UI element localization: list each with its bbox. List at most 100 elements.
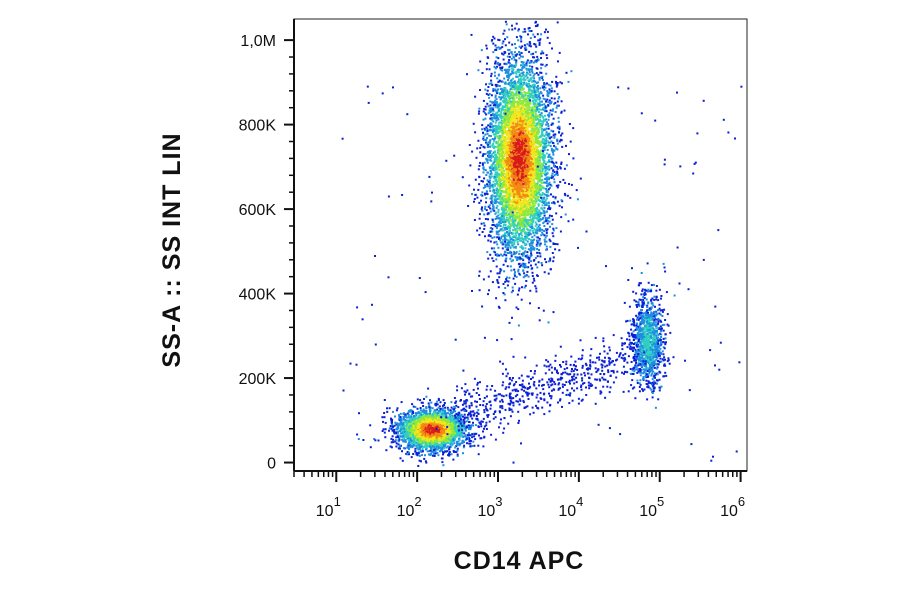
data-point <box>561 145 564 148</box>
data-point <box>433 438 435 441</box>
data-point <box>482 430 484 433</box>
data-point <box>394 423 397 426</box>
data-point <box>407 416 410 419</box>
data-point <box>472 440 475 443</box>
data-point <box>507 195 510 198</box>
data-point <box>487 275 490 278</box>
data-point <box>491 175 494 178</box>
data-point <box>408 441 410 444</box>
data-point <box>441 415 444 418</box>
data-point <box>550 215 553 218</box>
data-point <box>442 431 445 434</box>
data-point <box>464 408 467 411</box>
data-point <box>459 433 462 436</box>
data-point <box>463 413 466 416</box>
data-point <box>503 115 506 118</box>
data-point <box>514 211 517 214</box>
data-point <box>486 251 489 254</box>
data-point <box>521 247 524 250</box>
data-point <box>410 418 413 421</box>
data-point <box>546 228 549 231</box>
data-point <box>429 422 432 425</box>
data-point <box>532 248 534 251</box>
data-point <box>500 91 503 94</box>
data-point <box>491 131 494 134</box>
data-point <box>459 435 462 438</box>
data-point <box>434 443 437 446</box>
data-point <box>390 446 393 449</box>
data-point <box>460 413 463 416</box>
data-point <box>455 445 458 447</box>
data-point <box>531 230 534 232</box>
data-point <box>416 407 419 410</box>
data-point <box>436 435 439 438</box>
data-point <box>458 413 461 416</box>
data-point <box>499 68 502 71</box>
data-point <box>492 101 495 104</box>
data-point <box>397 435 400 437</box>
data-point <box>435 441 438 443</box>
data-point <box>486 56 489 59</box>
data-point <box>435 419 438 422</box>
data-point <box>539 242 542 245</box>
data-point <box>471 433 474 436</box>
data-point <box>466 442 468 445</box>
data-point <box>422 409 425 412</box>
data-point <box>525 199 528 202</box>
data-point <box>494 191 497 194</box>
data-point <box>491 84 494 86</box>
data-point <box>413 414 415 417</box>
data-point <box>451 421 453 424</box>
data-point <box>461 420 464 423</box>
data-point <box>443 445 446 448</box>
data-point <box>529 45 532 48</box>
data-point <box>519 273 522 276</box>
data-point <box>456 455 459 457</box>
data-point <box>422 422 425 425</box>
data-point <box>507 70 510 73</box>
data-point <box>546 180 548 183</box>
data-point <box>545 137 548 139</box>
data-point <box>406 428 409 431</box>
data-point <box>534 221 537 224</box>
data-point <box>470 414 473 417</box>
data-point <box>436 412 439 415</box>
data-point <box>491 224 494 226</box>
data-point <box>407 432 410 435</box>
data-point <box>508 245 511 248</box>
data-point <box>540 262 543 264</box>
data-point <box>407 439 410 442</box>
data-point <box>541 231 544 234</box>
data-point <box>539 71 542 74</box>
data-point <box>411 420 413 423</box>
data-point <box>469 428 472 431</box>
data-point <box>434 416 437 419</box>
data-point <box>456 442 459 445</box>
data-point <box>406 430 409 433</box>
data-point <box>420 413 422 416</box>
data-point <box>495 127 498 129</box>
data-point <box>519 258 522 261</box>
data-point <box>430 435 432 438</box>
data-point <box>451 420 454 423</box>
data-point <box>504 101 507 104</box>
data-point <box>483 228 486 230</box>
data-point <box>533 215 536 217</box>
data-point <box>515 72 518 75</box>
data-point <box>488 142 491 145</box>
data-point <box>502 101 505 104</box>
data-point <box>523 214 526 217</box>
data-point <box>383 431 386 434</box>
data-point <box>445 436 448 439</box>
data-point <box>521 67 524 70</box>
data-point <box>498 96 501 99</box>
data-point <box>532 178 535 181</box>
data-point <box>418 441 421 444</box>
data-point <box>436 439 439 441</box>
data-point <box>543 162 546 165</box>
data-point <box>520 209 523 212</box>
data-point <box>412 444 415 447</box>
data-point <box>426 426 429 429</box>
data-point <box>420 423 423 426</box>
data-point <box>468 438 471 441</box>
